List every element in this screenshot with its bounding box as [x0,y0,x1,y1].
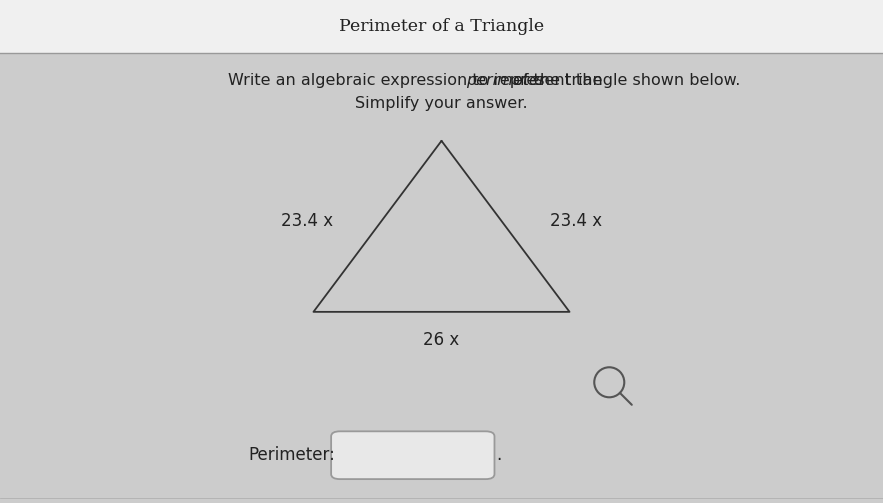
Text: of the triangle shown below.: of the triangle shown below. [509,73,741,88]
Text: 26 x: 26 x [423,330,460,349]
Bar [0,0,883,53]
Text: 23.4 x: 23.4 x [550,212,602,230]
Text: Simplify your answer.: Simplify your answer. [355,96,528,111]
Text: 23.4 x: 23.4 x [281,212,333,230]
Text: .: . [496,446,502,464]
Text: Perimeter:: Perimeter: [249,446,336,464]
FancyBboxPatch shape [331,431,494,479]
Text: Write an algebraic expression to represent the: Write an algebraic expression to represe… [228,73,607,88]
Text: Perimeter of a Triangle: Perimeter of a Triangle [339,18,544,35]
Text: perimeter: perimeter [466,73,546,88]
